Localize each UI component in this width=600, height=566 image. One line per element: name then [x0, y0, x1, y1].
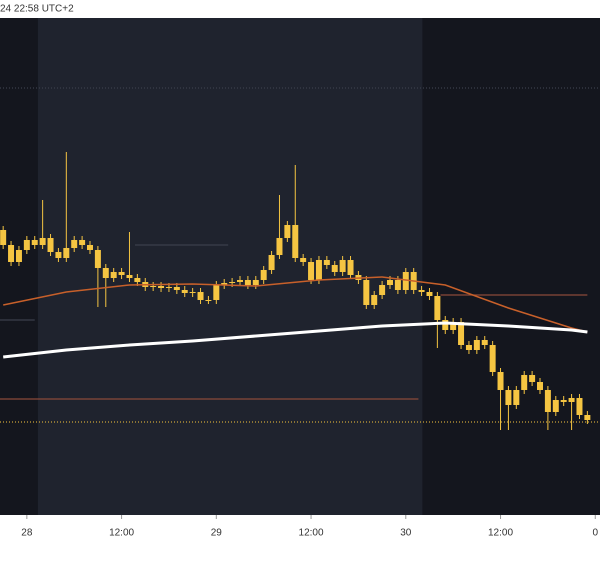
candle-body — [15, 250, 22, 262]
candle-body — [276, 238, 283, 255]
candle-body — [8, 245, 15, 262]
candle-body — [418, 290, 425, 292]
candle-body — [260, 270, 267, 280]
candle-body — [126, 275, 133, 278]
candle-body — [31, 240, 38, 245]
candle-body — [481, 340, 488, 345]
candle-body — [402, 272, 409, 290]
candle-body — [150, 286, 157, 287]
candle-body — [426, 292, 433, 296]
candle-body — [181, 290, 188, 293]
candle-body — [102, 268, 109, 278]
candle-body — [308, 262, 315, 280]
candle-body — [584, 415, 591, 420]
candle-body — [442, 320, 449, 330]
candle-body — [394, 280, 401, 290]
x-tick-label: 12:00 — [109, 528, 134, 539]
candle-body — [0, 230, 7, 245]
candle-body — [292, 225, 299, 258]
candle-body — [473, 340, 480, 350]
candle-body — [315, 260, 322, 280]
candle-body — [213, 285, 220, 300]
candle-body — [450, 322, 457, 330]
candle-body — [284, 225, 291, 238]
candle-body — [23, 240, 30, 250]
candle-body — [94, 250, 101, 268]
x-tick-label: 12:00 — [299, 528, 324, 539]
candle-body — [39, 238, 46, 245]
candle-body — [134, 278, 141, 282]
candle-body — [55, 252, 62, 258]
candle-body — [576, 398, 583, 415]
x-axis-area — [0, 515, 600, 566]
candle-body — [205, 300, 212, 301]
candle-body — [173, 287, 180, 290]
candle-body — [560, 400, 567, 402]
candle-body — [79, 240, 86, 245]
candle-body — [300, 258, 307, 262]
candle-body — [458, 322, 465, 345]
candle-body — [347, 260, 354, 275]
candle-body — [497, 372, 504, 390]
x-tick-label: 30 — [400, 528, 412, 539]
candle-body — [339, 260, 346, 272]
candle-body — [465, 345, 472, 350]
candle-body — [47, 238, 54, 252]
candle-body — [165, 287, 172, 288]
candle-body — [387, 280, 393, 285]
candle-body — [237, 280, 243, 282]
session-highlight — [37, 18, 423, 515]
candle-body — [568, 398, 575, 402]
candle-body — [537, 382, 543, 390]
candle-body — [371, 295, 378, 305]
candle-body — [71, 240, 78, 248]
x-tick-label: 28 — [21, 528, 33, 539]
header-time: 24 22:58 UTC+2 — [0, 4, 74, 15]
candle-body — [552, 400, 559, 412]
candle-body — [244, 280, 251, 285]
moving-average — [3, 276, 588, 333]
candle-body — [110, 272, 117, 278]
candle-body — [118, 272, 125, 275]
candle-body — [268, 255, 275, 270]
candle-body — [434, 296, 441, 320]
candle-body — [363, 280, 370, 305]
moving-average — [3, 321, 588, 359]
candle-body — [189, 292, 196, 293]
candle-body — [87, 245, 93, 250]
candle-body — [489, 345, 496, 372]
candle-body — [63, 248, 70, 258]
candle-body — [197, 292, 204, 300]
candle-body — [529, 375, 536, 382]
candle-body — [379, 285, 386, 295]
x-tick-label: 29 — [211, 528, 223, 539]
candle-body — [252, 280, 259, 285]
candle-body — [544, 390, 551, 412]
candle-body — [505, 390, 512, 405]
x-tick-label: 12:00 — [488, 528, 513, 539]
candle-body — [513, 390, 520, 405]
candle-body — [158, 286, 165, 288]
candle-body — [221, 283, 228, 285]
candle-body — [323, 260, 330, 265]
candle-body — [521, 375, 528, 390]
candle-body — [229, 282, 236, 283]
candle-body — [331, 265, 338, 272]
x-tick-label: 0 — [592, 528, 598, 539]
